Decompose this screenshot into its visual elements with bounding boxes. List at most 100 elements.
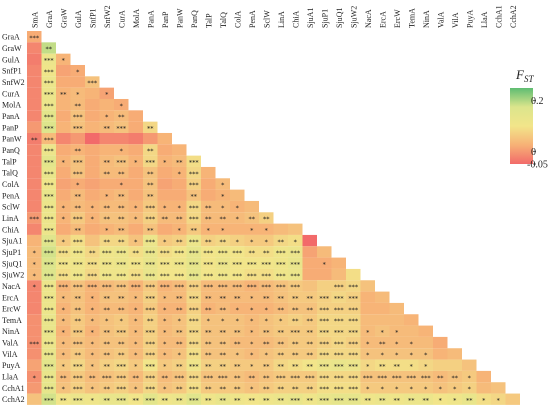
significance-marker: *** — [44, 113, 55, 121]
heatmap-cell — [114, 257, 129, 269]
significance-marker: ** — [394, 396, 401, 404]
significance-marker: *** — [87, 79, 98, 87]
heatmap-cell — [230, 291, 245, 303]
heatmap-cell — [99, 178, 114, 190]
significance-marker: *** — [160, 249, 171, 257]
heatmap-cell — [389, 393, 404, 405]
heatmap-cell — [56, 155, 71, 167]
significance-marker: ** — [220, 215, 227, 223]
heatmap-cell — [172, 189, 187, 201]
heatmap-cell — [259, 257, 274, 269]
heatmap-cell — [360, 302, 375, 315]
row-labels: GraA GraW GulA SnfP1 SnfW2 CurA MolA PanA PanP Pa… — [2, 33, 25, 405]
legend-tick-label: 0.2 — [531, 96, 544, 107]
significance-marker: * — [62, 340, 66, 348]
heatmap-cell — [244, 280, 259, 292]
heatmap-cell — [85, 98, 100, 111]
significance-marker: *** — [44, 272, 55, 280]
heatmap-cell — [230, 257, 245, 269]
significance-marker: ** — [46, 45, 53, 53]
heatmap-cell — [230, 212, 245, 224]
heatmap-cell — [41, 155, 56, 167]
heatmap-cell — [360, 348, 375, 360]
significance-marker: * — [453, 385, 457, 393]
significance-marker: * — [91, 340, 95, 348]
heatmap-cell — [128, 348, 143, 360]
significance-marker: *** — [261, 283, 272, 291]
heatmap-cell — [56, 393, 71, 405]
heatmap-cell — [244, 382, 259, 394]
heatmap-cell — [317, 382, 332, 394]
significance-marker: *** — [189, 260, 200, 268]
significance-marker: *** — [116, 385, 127, 393]
heatmap-cell — [157, 325, 172, 337]
significance-marker: *** — [160, 272, 171, 280]
significance-marker: ** — [220, 294, 227, 302]
heatmap-cell — [389, 370, 404, 383]
significance-marker: *** — [290, 396, 301, 404]
heatmap-cell — [128, 132, 143, 145]
significance-marker: * — [250, 362, 254, 370]
heatmap-cell — [56, 144, 71, 156]
heatmap-cell — [346, 291, 361, 303]
significance-marker: *** — [87, 283, 98, 291]
heatmap-cell — [259, 370, 274, 383]
significance-marker: * — [62, 317, 66, 325]
row-label-talq: TalQ — [2, 169, 18, 178]
heatmap-cell — [433, 393, 448, 405]
heatmap-cell — [41, 76, 56, 88]
heatmap-cell — [56, 359, 71, 371]
significance-marker: * — [105, 192, 109, 200]
heatmap-cell — [128, 166, 143, 179]
heatmap-cell — [186, 223, 201, 235]
significance-marker: *** — [232, 272, 243, 280]
heatmap-cell — [302, 234, 317, 247]
significance-marker: *** — [73, 238, 84, 246]
column-label-panq: PanQ — [190, 10, 199, 28]
heatmap-cell — [27, 121, 42, 133]
heatmap-cell — [85, 155, 100, 167]
heatmap-cell — [462, 393, 477, 405]
heatmap-cell — [41, 189, 56, 201]
row-label-sjuq1: SjuQ1 — [2, 259, 22, 268]
row-label-sclw: SclW — [2, 203, 20, 212]
heatmap-cell — [244, 212, 259, 224]
heatmap-cell — [157, 302, 172, 315]
heatmap-cell — [41, 64, 56, 77]
significance-marker: *** — [102, 249, 113, 257]
heatmap-cell — [462, 382, 477, 394]
heatmap-cell — [27, 246, 42, 258]
heatmap-cell — [346, 382, 361, 394]
significance-marker: ** — [118, 113, 125, 121]
heatmap-cell — [70, 359, 85, 371]
heatmap-cell — [215, 382, 230, 394]
heatmap-cell — [41, 42, 56, 54]
heatmap-cell — [418, 393, 433, 405]
heatmap-cell — [230, 223, 245, 235]
significance-marker: ** — [307, 396, 314, 404]
significance-marker: *** — [406, 374, 417, 382]
significance-marker: *** — [145, 328, 156, 336]
heatmap-cell — [27, 212, 42, 224]
significance-marker: ** — [176, 385, 183, 393]
significance-marker: *** — [145, 272, 156, 280]
significance-marker: ** — [278, 340, 285, 348]
heatmap-cell — [186, 314, 201, 326]
significance-marker: *** — [334, 385, 345, 393]
column-label-sjup1: SjuP1 — [320, 9, 329, 28]
heatmap-cell — [56, 223, 71, 235]
heatmap-cell — [157, 348, 172, 360]
significance-marker: ** — [205, 362, 212, 370]
column-label-panw: PanW — [175, 8, 184, 28]
significance-marker: ** — [205, 385, 212, 393]
heatmap-cell — [172, 166, 187, 179]
heatmap-cell — [70, 166, 85, 179]
heatmap-cell — [172, 291, 187, 303]
significance-marker: ** — [75, 351, 82, 359]
heatmap-cell — [56, 166, 71, 179]
row-label-nina: NinA — [2, 327, 20, 336]
significance-marker: ** — [307, 362, 314, 370]
significance-marker: ** — [292, 294, 299, 302]
significance-marker: *** — [116, 328, 127, 336]
heatmap-cell — [70, 234, 85, 247]
